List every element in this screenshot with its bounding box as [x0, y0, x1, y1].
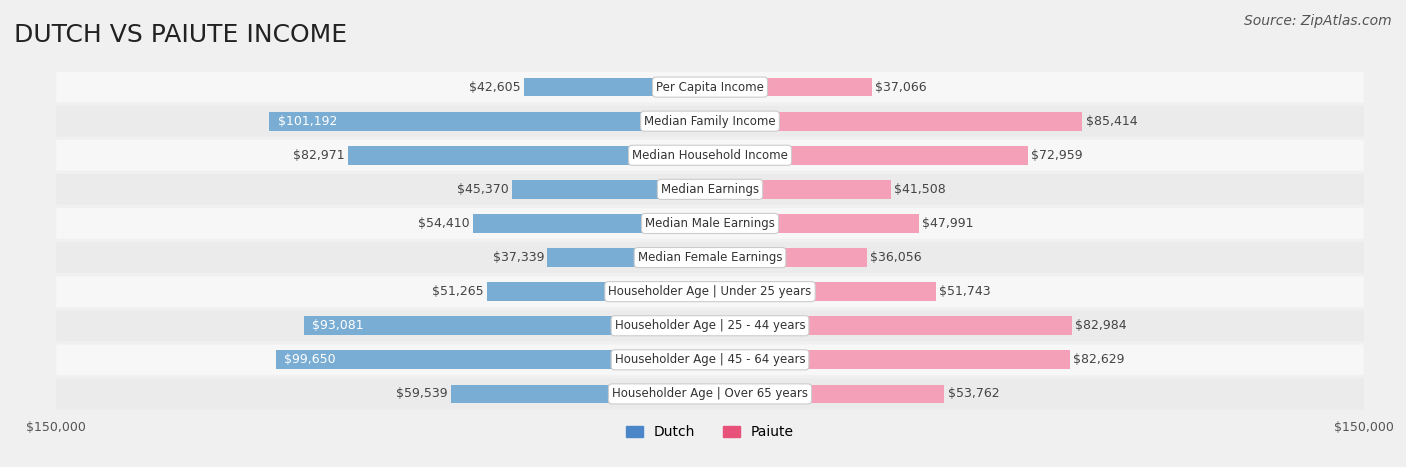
Text: $82,629: $82,629	[1073, 354, 1125, 366]
Text: $42,605: $42,605	[470, 81, 522, 93]
Bar	[710, 214, 920, 233]
Text: $82,984: $82,984	[1076, 319, 1126, 332]
Bar	[450, 384, 710, 403]
FancyBboxPatch shape	[56, 379, 1364, 409]
Text: $47,991: $47,991	[922, 217, 974, 230]
Bar	[486, 282, 710, 301]
Bar	[710, 180, 891, 199]
Legend: Dutch, Paiute: Dutch, Paiute	[620, 420, 800, 445]
FancyBboxPatch shape	[56, 208, 1364, 239]
Text: $99,650: $99,650	[284, 354, 336, 366]
Text: Median Male Earnings: Median Male Earnings	[645, 217, 775, 230]
Text: Householder Age | Over 65 years: Householder Age | Over 65 years	[612, 388, 808, 400]
Text: $53,762: $53,762	[948, 388, 1000, 400]
Bar	[710, 282, 935, 301]
Text: Median Female Earnings: Median Female Earnings	[638, 251, 782, 264]
Text: $37,339: $37,339	[492, 251, 544, 264]
Text: Per Capita Income: Per Capita Income	[657, 81, 763, 93]
Bar	[512, 180, 710, 199]
Text: Median Family Income: Median Family Income	[644, 115, 776, 127]
Text: Householder Age | 45 - 64 years: Householder Age | 45 - 64 years	[614, 354, 806, 366]
Bar	[710, 78, 872, 97]
FancyBboxPatch shape	[56, 72, 1364, 102]
Bar	[710, 248, 868, 267]
Text: $37,066: $37,066	[875, 81, 927, 93]
FancyBboxPatch shape	[56, 140, 1364, 170]
FancyBboxPatch shape	[56, 242, 1364, 273]
Text: Median Household Income: Median Household Income	[633, 149, 787, 162]
Bar	[710, 146, 1028, 165]
FancyBboxPatch shape	[56, 106, 1364, 136]
Text: $101,192: $101,192	[278, 115, 337, 127]
Text: Source: ZipAtlas.com: Source: ZipAtlas.com	[1244, 14, 1392, 28]
Text: $51,743: $51,743	[939, 285, 990, 298]
Text: $41,508: $41,508	[894, 183, 946, 196]
Bar	[710, 316, 1071, 335]
Text: DUTCH VS PAIUTE INCOME: DUTCH VS PAIUTE INCOME	[14, 23, 347, 47]
Bar	[547, 248, 710, 267]
FancyBboxPatch shape	[56, 345, 1364, 375]
Text: $85,414: $85,414	[1085, 115, 1137, 127]
FancyBboxPatch shape	[56, 276, 1364, 307]
Text: $45,370: $45,370	[457, 183, 509, 196]
Bar	[472, 214, 710, 233]
Text: $93,081: $93,081	[312, 319, 364, 332]
Text: $54,410: $54,410	[418, 217, 470, 230]
Bar	[276, 350, 710, 369]
Bar	[710, 350, 1070, 369]
Bar	[269, 112, 710, 131]
Text: $82,971: $82,971	[294, 149, 344, 162]
FancyBboxPatch shape	[56, 174, 1364, 205]
Text: $72,959: $72,959	[1031, 149, 1083, 162]
Bar	[349, 146, 710, 165]
Bar	[304, 316, 710, 335]
Text: Householder Age | 25 - 44 years: Householder Age | 25 - 44 years	[614, 319, 806, 332]
Text: $59,539: $59,539	[395, 388, 447, 400]
Text: Householder Age | Under 25 years: Householder Age | Under 25 years	[609, 285, 811, 298]
Text: Median Earnings: Median Earnings	[661, 183, 759, 196]
Bar	[524, 78, 710, 97]
FancyBboxPatch shape	[56, 311, 1364, 341]
Text: $36,056: $36,056	[870, 251, 922, 264]
Text: $51,265: $51,265	[432, 285, 484, 298]
Bar	[710, 112, 1083, 131]
Bar	[710, 384, 945, 403]
